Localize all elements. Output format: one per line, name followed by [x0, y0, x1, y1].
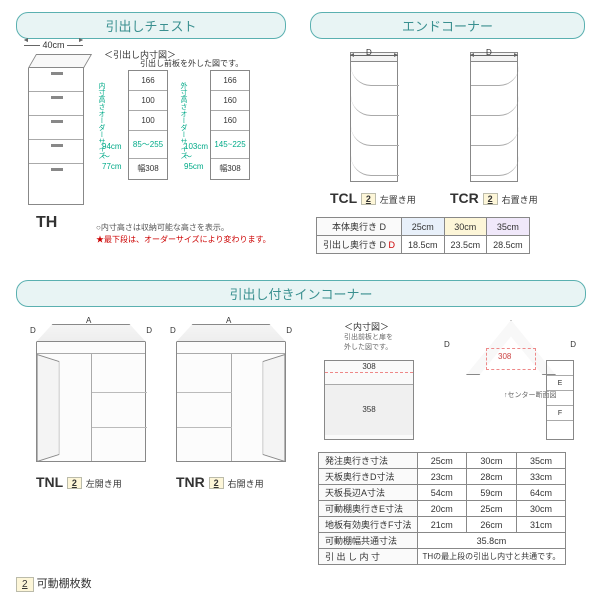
drawer-note-2: ★最下段は、オーダーサイズにより変わります。 — [96, 234, 271, 245]
end-corner-section: D D TCL 2 左置き用 TCR 2 右置き用 本体奥行き D — [310, 42, 590, 272]
legend-text: 可動棚枚数 — [37, 578, 92, 590]
tnr-diagram: D A D — [176, 324, 286, 462]
model-th-label: TH — [36, 214, 57, 232]
range-1: 94cm 〜 77cm — [102, 142, 122, 171]
legend: 2 可動棚枚数 — [16, 575, 92, 592]
inner-dim-note: 引出し前板を外した図です。 — [140, 58, 243, 69]
model-tcr: TCR 2 右置き用 — [450, 190, 538, 206]
inner-diagram-1: 166 100 100 85～255 幅308 — [128, 70, 168, 180]
tnl-badge: 2 — [67, 477, 82, 489]
header-drawer-chest: 引出しチェスト — [16, 12, 286, 39]
inner-diagram-2: 166 160 160 145~225 幅308 — [210, 70, 250, 180]
corner-drawer-section: D A D D A D TNL 2 左開き用 TNR 2 右開き用 — [16, 312, 586, 572]
elevation-diagram: 308 358 — [324, 360, 414, 440]
header-drawer-corner: 引出し付きインコーナー — [16, 280, 586, 307]
header-end-corner: エンドコーナー — [310, 12, 585, 39]
tcr-badge: 2 — [483, 193, 498, 205]
spec-table: 発注奥行き寸法25cm30cm35cm 天板奥行きD寸法23cm28cm33cm… — [318, 452, 566, 565]
model-tnr: TNR 2 右開き用 — [176, 474, 264, 490]
legend-badge: 2 — [16, 577, 34, 592]
drawer-chest-section: 40cm TH ＜引出し内寸図＞ 引出し前板を外した図です。 内寸高さオーダーサ… — [16, 42, 291, 272]
model-tnl: TNL 2 左開き用 — [36, 474, 122, 490]
side-diagram: E F — [546, 360, 574, 440]
drawer-cabinet-diagram — [28, 54, 84, 205]
corner-inner-note: 引出前板と扉を 外した図です。 — [344, 332, 393, 352]
tnr-badge: 2 — [209, 477, 224, 489]
drawer-note-1: ○内寸高さは収納可能な高さを表示。 — [96, 222, 229, 233]
tcr-diagram: D — [470, 52, 518, 182]
tcl-badge: 2 — [361, 193, 376, 205]
depth-table: 本体奥行き D 25cm 30cm 35cm 引出し奥行き D D 18.5cm… — [316, 217, 530, 254]
tnl-diagram: D A D — [36, 324, 146, 462]
model-tcl: TCL 2 左置き用 — [330, 190, 416, 206]
drawer-width-label: 40cm — [24, 40, 83, 50]
range-2: 103cm 〜 95cm — [184, 142, 208, 171]
tcl-diagram: D — [350, 52, 398, 182]
